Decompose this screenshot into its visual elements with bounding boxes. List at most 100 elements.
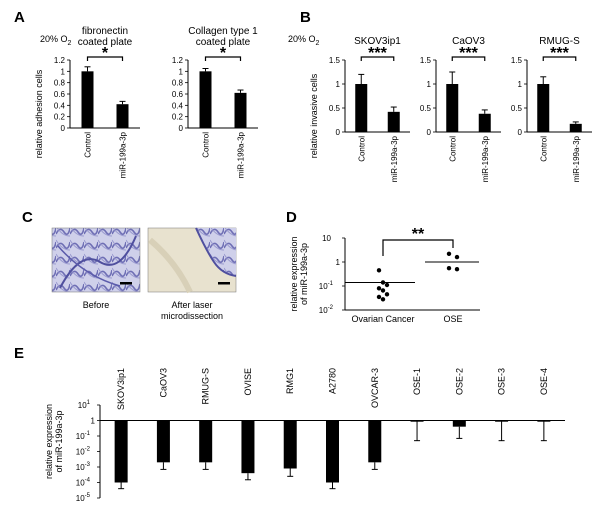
y-tick-label: 0.6 (172, 90, 184, 99)
y-tick-label: 1.5 (329, 56, 341, 65)
y-axis-label: relative expression (289, 236, 299, 311)
scale-bar (120, 282, 132, 285)
significance-bracket (382, 239, 454, 256)
bar (326, 420, 339, 483)
y-tick-label: 101 (78, 400, 91, 410)
y-tick-label: 1 (61, 67, 66, 76)
significance-bracket (451, 56, 486, 61)
y-tick-label: 1.5 (420, 56, 432, 65)
x-tick-label: Control (84, 132, 93, 158)
y-tick-label: 1 (336, 80, 341, 89)
y-tick-label: 0.4 (172, 101, 184, 110)
x-tick-label: miR-199a-3p (572, 135, 581, 182)
x-tick-label: A2780 (328, 368, 338, 394)
svg-text:20% O2: 20% O2 (40, 34, 72, 47)
bar (446, 84, 459, 132)
data-point (376, 268, 382, 273)
significance-bracket (360, 56, 395, 61)
panel-letter-b: B (300, 9, 311, 26)
bar (478, 113, 491, 132)
significance-stars: * (220, 45, 227, 62)
y-tick-label: 10-1 (319, 281, 334, 291)
y-tick-label: 0.5 (420, 104, 432, 113)
x-tick-label: OSE-2 (454, 368, 464, 395)
x-tick-label: OSE-4 (539, 368, 549, 395)
y-tick-label: 10-2 (76, 447, 91, 457)
y-tick-label: 0.2 (172, 113, 184, 122)
y-axis-label: of miR-199a-3p (54, 410, 64, 472)
x-tick-label: miR-199a-3p (390, 135, 399, 182)
y-tick-label: 0.5 (511, 104, 523, 113)
significance-bracket (542, 56, 577, 61)
bar (368, 420, 382, 463)
y-tick-label: 1.5 (511, 56, 523, 65)
significance-bracket (86, 56, 124, 61)
data-point (446, 251, 452, 256)
bar (156, 420, 170, 463)
y-tick-label: 10-2 (319, 305, 334, 315)
oxygen-label-b: 20% O2 (288, 34, 320, 47)
photo-label-after-1: After laser (171, 300, 212, 310)
bar (283, 420, 297, 469)
bar (569, 123, 582, 132)
y-tick-label: 0.8 (172, 79, 184, 88)
x-tick-label: Control (357, 136, 366, 162)
chart-title: RMUG-S (539, 36, 580, 47)
y-axis-label: of miR-199a-3p (299, 243, 309, 305)
x-tick-label: Control (202, 132, 211, 158)
panel-letter-c: C (22, 209, 33, 226)
x-category-label: Ovarian Cancer (351, 314, 414, 324)
y-tick-label: 1.2 (54, 56, 66, 65)
y-tick-label: 10 (322, 234, 331, 243)
chart-title: CaOV3 (452, 36, 485, 47)
data-point (376, 286, 382, 291)
significance-stars: ** (412, 226, 425, 243)
y-tick-label: 1 (91, 417, 96, 426)
bar (495, 420, 509, 422)
y-tick-label: 0 (179, 124, 184, 133)
bar (199, 420, 213, 463)
data-point (454, 254, 460, 260)
y-tick-label: 10-3 (76, 462, 91, 472)
y-tick-label: 0.4 (54, 101, 66, 110)
y-tick-label: 1 (336, 258, 341, 267)
bar (537, 84, 550, 132)
bar (452, 420, 466, 427)
chart-title: Collagen type 1 (188, 26, 258, 37)
x-tick-label: RMUG-S (201, 368, 211, 405)
chart-title: fibronectin (82, 26, 128, 37)
bar (410, 420, 424, 422)
y-tick-label: 0.8 (54, 79, 66, 88)
y-tick-label: 0.6 (54, 90, 66, 99)
y-tick-label: 0.5 (329, 104, 341, 113)
x-tick-label: OVCAR-3 (370, 368, 380, 408)
bar (114, 420, 128, 483)
bar (116, 104, 129, 128)
bar (81, 71, 94, 128)
bar (355, 84, 368, 132)
y-tick-label: 1.2 (172, 56, 184, 65)
x-tick-label: Control (539, 136, 548, 162)
photo-before (51, 227, 141, 293)
y-tick-label: 1 (179, 67, 184, 76)
x-tick-label: miR-199a-3p (481, 135, 490, 182)
data-point (376, 294, 382, 300)
data-point (454, 267, 460, 272)
invasion-caov3-chart: CaOV3 0 0.5 1 1.5 Control miR-199a-3p *** (420, 36, 501, 182)
y-tick-label: 1 (427, 80, 432, 89)
y-tick-label: 0 (518, 128, 523, 137)
significance-stars: *** (459, 45, 478, 62)
photo-label-before: Before (83, 300, 110, 310)
significance-stars: *** (550, 45, 569, 62)
panel-letter-a: A (14, 9, 25, 26)
scale-bar (218, 282, 230, 285)
oxygen-label-a: 20% O2 (40, 34, 72, 47)
data-point (384, 282, 390, 288)
bar (387, 111, 400, 132)
data-point (446, 266, 452, 271)
invasion-rmug-s-chart: RMUG-S 0 0.5 1 1.5 Control miR-199a-3p *** (511, 36, 592, 182)
chart-title: coated plate (78, 37, 133, 48)
invasion-skov3ip1-chart: SKOV3ip1 0 0.5 1 1.5 relative invasive cells C… (309, 36, 410, 182)
data-point (380, 288, 386, 293)
